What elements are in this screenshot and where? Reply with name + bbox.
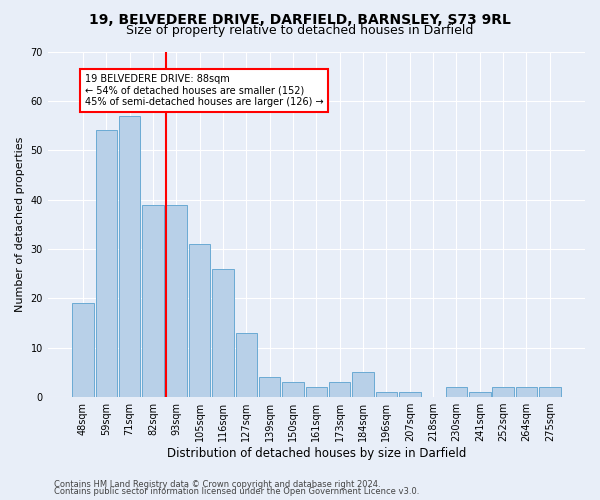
Bar bbox=[516, 387, 537, 397]
Bar bbox=[329, 382, 350, 397]
Bar bbox=[493, 387, 514, 397]
Bar bbox=[142, 204, 164, 397]
Text: 19 BELVEDERE DRIVE: 88sqm
← 54% of detached houses are smaller (152)
45% of semi: 19 BELVEDERE DRIVE: 88sqm ← 54% of detac… bbox=[85, 74, 323, 107]
Bar bbox=[189, 244, 211, 397]
Bar bbox=[469, 392, 491, 397]
Bar bbox=[72, 304, 94, 397]
Bar bbox=[352, 372, 374, 397]
Bar bbox=[95, 130, 117, 397]
Bar bbox=[399, 392, 421, 397]
Text: Size of property relative to detached houses in Darfield: Size of property relative to detached ho… bbox=[127, 24, 473, 37]
Bar bbox=[166, 204, 187, 397]
Bar bbox=[283, 382, 304, 397]
Bar bbox=[539, 387, 560, 397]
Bar bbox=[259, 378, 280, 397]
Bar bbox=[212, 268, 234, 397]
Text: Contains HM Land Registry data © Crown copyright and database right 2024.: Contains HM Land Registry data © Crown c… bbox=[54, 480, 380, 489]
Text: 19, BELVEDERE DRIVE, DARFIELD, BARNSLEY, S73 9RL: 19, BELVEDERE DRIVE, DARFIELD, BARNSLEY,… bbox=[89, 12, 511, 26]
Bar bbox=[446, 387, 467, 397]
Text: Contains public sector information licensed under the Open Government Licence v3: Contains public sector information licen… bbox=[54, 487, 419, 496]
Bar bbox=[376, 392, 397, 397]
Bar bbox=[236, 333, 257, 397]
X-axis label: Distribution of detached houses by size in Darfield: Distribution of detached houses by size … bbox=[167, 447, 466, 460]
Bar bbox=[119, 116, 140, 397]
Y-axis label: Number of detached properties: Number of detached properties bbox=[15, 136, 25, 312]
Bar bbox=[305, 387, 327, 397]
